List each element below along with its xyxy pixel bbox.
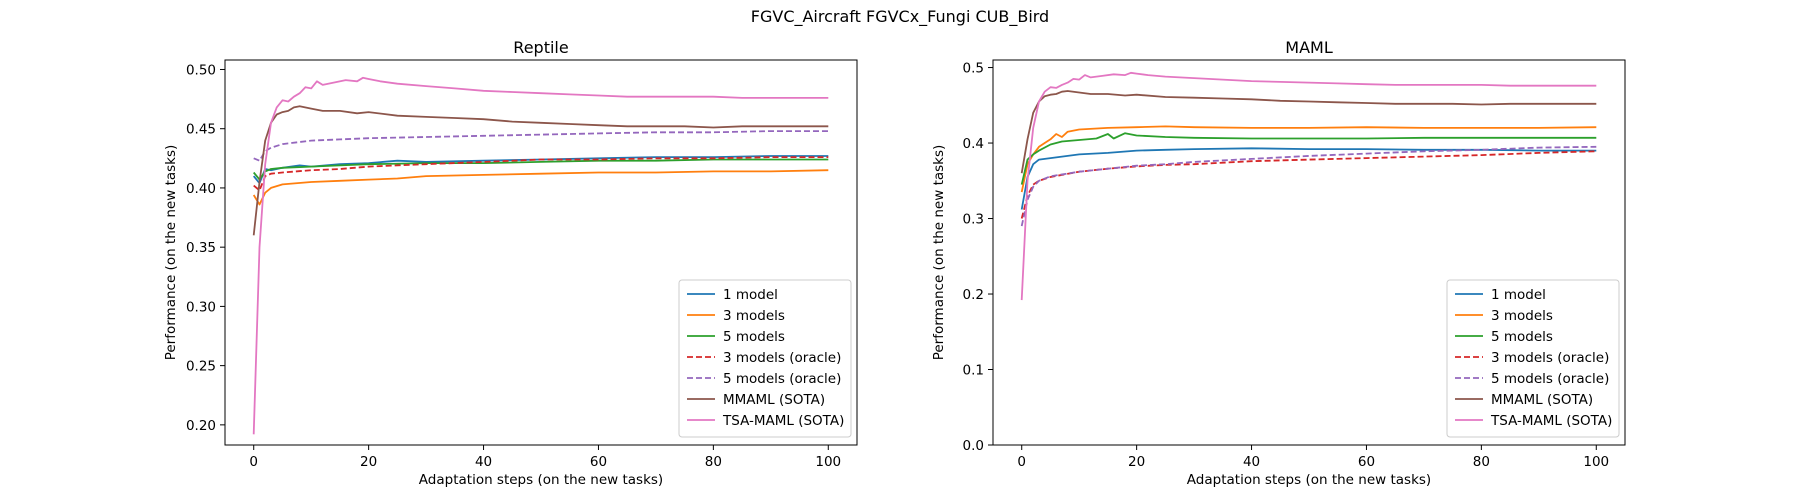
y-tick-label: 0.25 (186, 359, 216, 375)
series-line-3 (253, 158, 829, 181)
series-line-6 (1020, 90, 1597, 174)
y-tick-label: 0.35 (186, 240, 216, 256)
chart-title: Reptile (513, 38, 568, 57)
plot-frame (992, 59, 1626, 446)
y-tick-label: 0.20 (186, 418, 216, 434)
series-line-3 (1020, 132, 1597, 185)
legend-label: 1 model (1491, 287, 1546, 303)
y-tick-label: 0.45 (186, 122, 216, 138)
legend-label: 5 models (oracle) (723, 371, 841, 387)
chart-title: MAML (1285, 38, 1333, 57)
legend-label: 3 models (oracle) (1491, 350, 1609, 366)
y-tick-label: 0.30 (186, 299, 216, 315)
legend-box (678, 279, 852, 438)
y-tick-label: 0.2 (963, 287, 984, 303)
series-lines (252, 76, 829, 435)
y-axis-label: Performance (on the new tasks) (163, 145, 179, 361)
y-tick-label: 0.1 (963, 363, 984, 379)
y-tick-label: 0.5 (963, 61, 984, 77)
x-tick-label: 80 (705, 454, 722, 470)
x-tick-label: 100 (1583, 454, 1609, 470)
legend: 1 model 3 models 5 models 3 models (oracle)… (678, 279, 852, 438)
x-tick-label: 80 (1473, 454, 1490, 470)
y-tick-label: 0.3 (963, 212, 984, 228)
x-tick-label: 20 (1128, 454, 1145, 470)
legend-label: 3 models (oracle) (723, 350, 841, 366)
series-line-6 (252, 105, 829, 236)
x-axis-label: Adaptation steps (on the new tasks) (419, 472, 663, 488)
x-tick-label: 40 (475, 454, 492, 470)
legend: 1 model 3 models 5 models 3 models (oracle)… (1446, 279, 1620, 438)
series-line-5 (1020, 145, 1597, 227)
plot-frame (224, 59, 858, 446)
series-line-4 (253, 156, 829, 192)
x-tick-label: 0 (249, 454, 258, 470)
legend-label: 5 models (723, 329, 785, 345)
x-tick-label: 40 (1243, 454, 1260, 470)
x-tick-label: 60 (1358, 454, 1375, 470)
figure-suptitle: FGVC_Aircraft FGVCx_Fungi CUB_Bird (751, 7, 1049, 27)
legend-label: 5 models (oracle) (1491, 371, 1609, 387)
x-tick-label: 0 (1017, 454, 1026, 470)
legend-label: MMAML (SOTA) (723, 392, 825, 408)
y-tick-label: 0.40 (186, 181, 216, 197)
legend-box (1446, 279, 1620, 438)
legend-label: 3 models (1491, 308, 1553, 324)
axis-ticks: 0 20 40 60 80 100 0.0 0.1 0.2 0.3 0.4 0.5 (963, 61, 1610, 470)
series-lines (1020, 71, 1597, 301)
legend-label: 1 model (723, 287, 778, 303)
x-tick-label: 20 (360, 454, 377, 470)
legend-label: 3 models (723, 308, 785, 324)
y-tick-label: 0.4 (963, 136, 984, 152)
series-line-7 (1020, 71, 1597, 301)
y-tick-label: 0.0 (963, 438, 984, 454)
legend-label: 5 models (1491, 329, 1553, 345)
legend-label: MMAML (SOTA) (1491, 392, 1593, 408)
legend-label: TSA-MAML (SOTA) (722, 413, 844, 429)
legend-label: TSA-MAML (SOTA) (1490, 413, 1612, 429)
y-axis-label: Performance (on the new tasks) (931, 145, 947, 361)
axis-ticks: 0 20 40 60 80 100 0.20 0.25 0.30 0.35 0.40 0.45 0.50 (186, 62, 841, 470)
series-line-2 (252, 169, 829, 206)
x-tick-label: 100 (815, 454, 841, 470)
series-line-2 (1020, 125, 1597, 193)
y-tick-label: 0.50 (186, 62, 216, 78)
x-axis-label: Adaptation steps (on the new tasks) (1187, 472, 1431, 488)
chart-reptile: Reptile Adaptation steps (on the new tas… (163, 38, 858, 488)
chart-maml: MAML Adaptation steps (on the new tasks)… (931, 38, 1626, 488)
series-line-1 (1020, 147, 1597, 210)
x-tick-label: 60 (590, 454, 607, 470)
series-line-7 (252, 76, 829, 435)
